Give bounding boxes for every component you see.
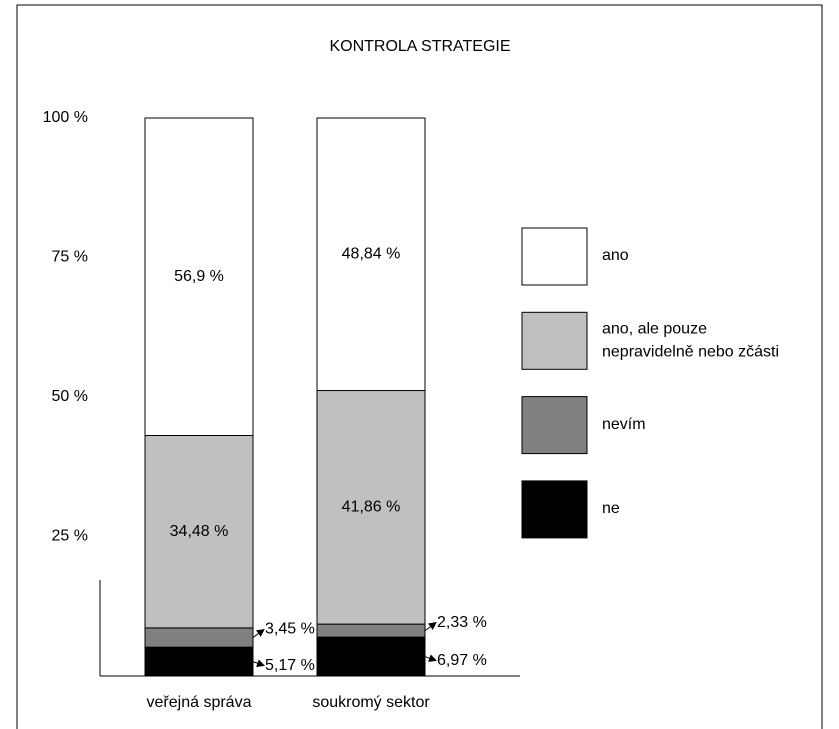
bar-segment [144,117,254,437]
bar-segment [316,117,426,392]
label-arrow [252,628,265,638]
value-label: 41,86 % [342,499,401,516]
label-arrow [424,654,437,662]
y-tick-label: 50 % [52,388,88,405]
y-tick-label: 100 % [43,109,88,126]
value-label: 56,9 % [174,268,224,285]
bar-segment [144,627,254,648]
value-label: 48,84 % [342,245,401,262]
value-label: 34,48 % [170,523,229,540]
label-arrow [424,622,437,632]
legend-label-line: ano, ale pouze [602,321,707,338]
legend-label: ano [602,247,629,264]
legend-label-line: nepravidelně nebo zčásti [602,344,779,361]
x-tick-label: soukromý sektor [312,694,430,711]
y-tick-label: 75 % [52,249,88,266]
chart-title: KONTROLA STRATEGIE [329,38,510,55]
legend-label: ano, ale pouze nepravidelně nebo zčásti [602,321,779,361]
bar-segment [316,390,426,625]
bar-segment [316,636,426,677]
legend-swatch [521,311,588,370]
value-label: 6,97 % [437,652,487,669]
legend-swatch [521,227,588,286]
value-label: 5,17 % [265,657,315,674]
value-label: 3,45 % [265,621,315,638]
legend-swatch [521,396,588,455]
frame [16,4,823,729]
value-label: 2,33 % [437,614,487,631]
bar-segment [144,435,254,629]
legend-label: nevím [602,416,646,433]
x-tick-label: veřejná správa [147,694,252,711]
bar-segment [316,623,426,638]
legend-label: ne [602,500,620,517]
y-tick-label: 25 % [52,528,88,545]
legend-swatch [521,480,588,539]
bar-segment [144,646,254,677]
label-arrow [252,659,265,667]
